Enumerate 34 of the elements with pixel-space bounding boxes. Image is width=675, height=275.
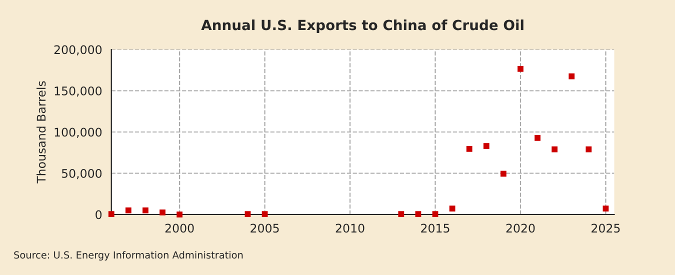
x-tick-label: 2020 (506, 224, 535, 233)
point (568, 73, 575, 80)
point (534, 134, 540, 141)
point (586, 146, 592, 152)
point (500, 170, 506, 177)
point (432, 211, 438, 218)
chart-title: Annual U.S. Exports to China of Crude Oil (201, 20, 524, 33)
x-tick-label: 2015 (421, 224, 450, 233)
point (142, 207, 148, 214)
y-tick-label: 150,000 (54, 86, 102, 97)
point (415, 211, 422, 218)
y-tick-label: 200,000 (54, 45, 102, 56)
x-tick-label: 2025 (592, 224, 620, 233)
point (108, 211, 114, 218)
point (176, 212, 183, 218)
y-tick-label: 100,000 (54, 128, 102, 138)
x-tick-label: 2010 (336, 224, 364, 233)
point (160, 209, 166, 216)
point (262, 211, 268, 218)
point (552, 146, 558, 152)
y-tick-label: 0 (96, 210, 102, 220)
y-tick-label: 50,000 (62, 168, 102, 180)
point (449, 206, 456, 212)
point (398, 211, 404, 218)
x-tick-label: 2005 (250, 224, 279, 233)
point (244, 211, 251, 218)
point (602, 206, 609, 212)
point (466, 146, 472, 152)
point (125, 207, 132, 214)
source-note: Source: U.S. Energy Information Administration (14, 251, 243, 261)
x-tick-label: 2000 (165, 224, 194, 233)
point (483, 143, 490, 149)
y-axis-title: Thousand Barrels (36, 81, 46, 184)
point (518, 66, 524, 72)
